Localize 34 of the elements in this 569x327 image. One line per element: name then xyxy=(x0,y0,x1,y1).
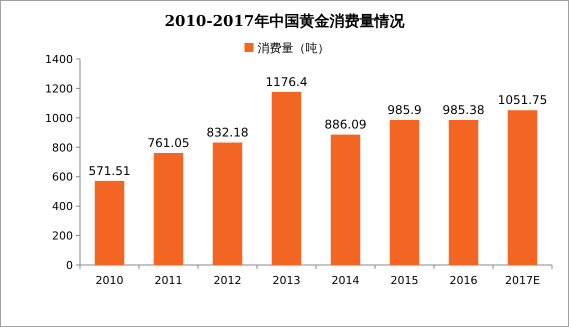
y-tick-label: 600 xyxy=(52,170,73,184)
bar xyxy=(212,142,242,265)
bar xyxy=(94,180,124,265)
data-label: 832.18 xyxy=(206,126,248,140)
x-tick-label: 2017E xyxy=(505,274,540,287)
x-tick-label: 2011 xyxy=(154,274,182,287)
bar xyxy=(390,120,420,265)
data-label: 761.05 xyxy=(148,136,190,150)
bar xyxy=(448,120,478,265)
x-tick-label: 2014 xyxy=(332,274,360,287)
legend-label: 消费量（吨） xyxy=(258,41,330,55)
y-tick-label: 800 xyxy=(52,141,73,154)
x-tick-label: 2016 xyxy=(450,274,478,287)
data-label: 1176.4 xyxy=(266,74,308,89)
data-label: 985.9 xyxy=(387,102,422,117)
y-tick-label: 1200 xyxy=(45,82,73,96)
bar xyxy=(272,92,302,265)
bar xyxy=(330,134,360,265)
data-label: 1051.75 xyxy=(498,93,548,108)
data-label: 571.51 xyxy=(88,164,130,178)
bar xyxy=(508,110,538,265)
x-tick-label: 2010 xyxy=(96,274,124,287)
y-tick-label: 400 xyxy=(52,200,73,214)
x-tick-label: 2015 xyxy=(390,274,418,287)
y-tick-label: 1000 xyxy=(45,112,73,125)
y-tick-label: 0 xyxy=(66,259,73,272)
x-tick-label: 2013 xyxy=(272,274,300,287)
bar xyxy=(154,153,184,265)
x-tick-label: 2012 xyxy=(214,274,242,287)
y-tick-label: 200 xyxy=(52,230,73,243)
data-label: 985.38 xyxy=(442,103,484,118)
data-label: 886.09 xyxy=(324,118,366,132)
chart-title: 2010-2017年中国黄金消费量情况 xyxy=(164,12,406,30)
y-tick-label: 1400 xyxy=(45,53,73,66)
